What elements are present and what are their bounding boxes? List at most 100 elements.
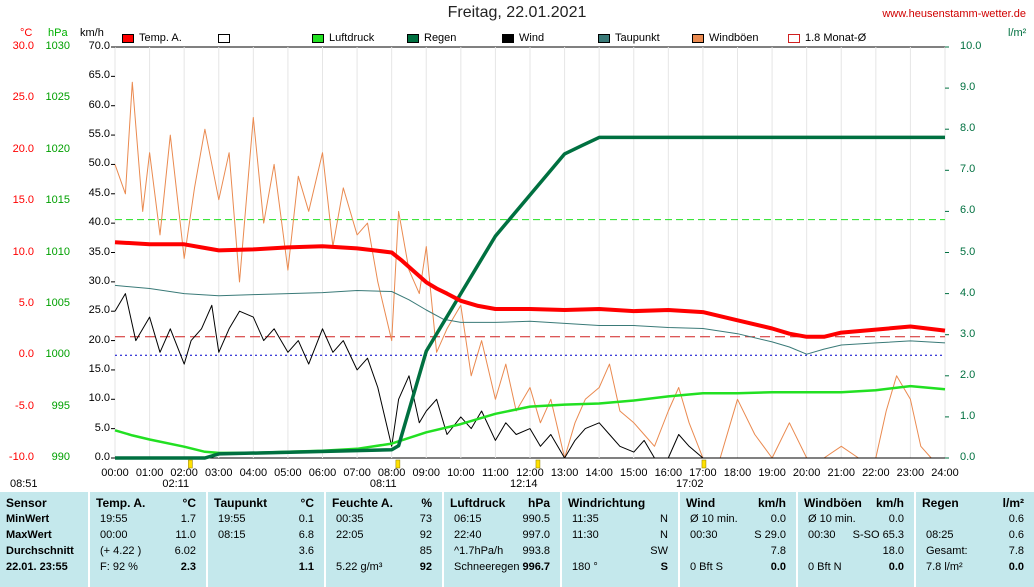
- stat-header-label: Temp. A.: [96, 496, 146, 510]
- event-marker: [188, 459, 193, 469]
- legend-swatch: [122, 33, 134, 43]
- rain-tick-label: 8.0: [960, 122, 976, 135]
- stat-row: (+ 4.22 ) 6.02: [96, 543, 206, 559]
- x-tick-label: 00:00: [101, 467, 129, 479]
- stat-row-value: 92: [419, 529, 432, 541]
- stat-row-value: 6.02: [174, 545, 196, 557]
- legend-swatch: [312, 33, 324, 43]
- stat-row-value: 7.8: [1008, 545, 1024, 557]
- stat-header-label: Wind: [686, 496, 716, 510]
- stat-row: 19:55 1.7: [96, 511, 206, 527]
- stat-row-label: Ø 10 min.: [808, 513, 856, 525]
- legend-swatch: [502, 33, 514, 43]
- stat-row-label: 11:35: [572, 513, 599, 525]
- stat-header: Feuchte A.%: [332, 495, 442, 511]
- stat-row-value: SW: [650, 545, 668, 557]
- temp-tick-label: 10.0: [12, 245, 34, 258]
- pressure-tick-label: 1005: [45, 296, 70, 309]
- rain-tick-label: 9.0: [960, 81, 976, 94]
- stat-row-label: 00:30: [690, 529, 718, 541]
- stat-row-label: Schneeregen: [454, 561, 520, 573]
- sensor-row-label: 22.01. 23:55: [6, 561, 68, 573]
- stat-row-value: 0.0: [1008, 561, 1024, 573]
- pressure-tick-label: 995: [51, 399, 70, 412]
- stat-row-label: 08:15: [218, 529, 246, 541]
- wind-tick-label: 65.0: [88, 69, 110, 82]
- rain-tick-label: 3.0: [960, 327, 976, 340]
- stat-header: Taupunkt °C: [214, 495, 324, 511]
- stat-row-value: 996.7: [522, 561, 550, 573]
- chart-title: Freitag, 22.01.2021: [447, 4, 587, 21]
- stat-row: 22:05 92: [332, 527, 442, 543]
- wind-tick-label: 35.0: [88, 245, 110, 258]
- stat-header-unit: km/h: [757, 496, 786, 510]
- pressure-tick-label: 990: [51, 451, 70, 463]
- legend-item: Taupunkt: [598, 31, 660, 45]
- legend-item: Luftdruck: [312, 31, 374, 45]
- pressure-tick-label: 1025: [45, 91, 70, 104]
- stat-row-value: 3.6: [298, 545, 314, 557]
- stat-row: 0 Bft S 0.0: [686, 559, 796, 575]
- stat-header-label: Luftdruck: [450, 496, 506, 510]
- sensor-column: Sensor MinWert MaxWert Durchschnitt 22.01. 2…: [0, 492, 88, 587]
- stat-row-label: 00:30: [808, 529, 836, 541]
- stat-row: 1.1: [214, 559, 324, 575]
- stat-row: 00:30 S 29.0: [686, 527, 796, 543]
- stat-row-label: 180 °: [572, 561, 598, 573]
- x-tick-label: 22:00: [862, 467, 890, 479]
- stat-row: 11:30 N: [568, 527, 678, 543]
- temp-tick-label: 0.0: [18, 348, 34, 361]
- pressure-unit: hPa: [48, 27, 68, 39]
- temp-tick-label: 25.0: [12, 91, 34, 104]
- stat-header-unit: l/m²: [1002, 496, 1024, 510]
- stat-row: F: 92 % 2.3: [96, 559, 206, 575]
- temp-tick-label: 20.0: [12, 142, 34, 155]
- stat-row: 18.0: [804, 543, 914, 559]
- x-tick-label: 17:00: [689, 467, 717, 479]
- temp-unit: °C: [20, 27, 33, 39]
- rain-tick-label: 2.0: [960, 368, 976, 381]
- x-tick-label: 15:00: [619, 467, 648, 479]
- x-tick-label: 23:00: [896, 467, 925, 479]
- stat-row-label: 06:15: [454, 513, 482, 525]
- stat-row-label: Gesamt:: [926, 545, 968, 557]
- stat-header-unit: km/h: [875, 496, 904, 510]
- legend-label: Windböen: [709, 32, 759, 44]
- pressure-tick-label: 1020: [45, 142, 70, 155]
- temp-tick-label: 5.0: [18, 296, 34, 309]
- x-tick-label: 03:00: [204, 467, 233, 479]
- stat-header: Luftdruck hPa: [450, 495, 560, 511]
- pressure-tick-label: 1000: [45, 348, 70, 361]
- x-tick-label: 19:00: [758, 467, 786, 479]
- stat-row-value: S: [660, 561, 668, 573]
- sensor-row-label: MinWert: [6, 513, 50, 525]
- stat-row-label: 0 Bft N: [808, 561, 842, 573]
- stat-header-label: Regen: [922, 496, 959, 510]
- weather-chart: [111, 46, 949, 469]
- wind-tick-label: 60.0: [88, 98, 110, 111]
- stat-row: Schneeregen 996.7: [450, 559, 560, 575]
- x-tick-label: 07:00: [343, 467, 371, 479]
- stat-column-gusts: Windböen km/h Ø 10 min. 0.0 00:30 S-SO 65.3 18…: [796, 492, 914, 587]
- x-tick-label: 09:00: [412, 467, 441, 479]
- event-time: 08:11: [369, 478, 397, 490]
- rain-tick-label: 10.0: [960, 40, 982, 52]
- stat-column-wind: Wind km/h Ø 10 min. 0.0 00:30 S 29.0 7.8 0 Bft …: [678, 492, 796, 587]
- site-link[interactable]: www.heusenstamm-wetter.de: [882, 8, 1026, 20]
- stat-header-unit: °C: [300, 496, 314, 510]
- series-regen: [115, 135, 945, 460]
- wind-tick-label: 15.0: [88, 362, 110, 375]
- wind-tick-label: 40.0: [88, 216, 110, 229]
- x-tick-label: 02:00: [170, 467, 198, 479]
- x-tick-label: 04:00: [239, 467, 268, 479]
- temp-tick-label: -10.0: [8, 451, 34, 463]
- x-tick-label: 08:00: [377, 467, 406, 479]
- legend-label: Taupunkt: [615, 32, 660, 44]
- stat-row-value: 997.0: [522, 529, 550, 541]
- stat-row-label: ^1.7hPa/h: [454, 545, 504, 557]
- series-windb-en: [114, 81, 945, 459]
- legend-swatch: [407, 33, 419, 43]
- legend-swatch: [788, 33, 800, 43]
- stat-header: Windrichtung: [568, 495, 678, 511]
- stat-row-value: 2.3: [180, 561, 196, 573]
